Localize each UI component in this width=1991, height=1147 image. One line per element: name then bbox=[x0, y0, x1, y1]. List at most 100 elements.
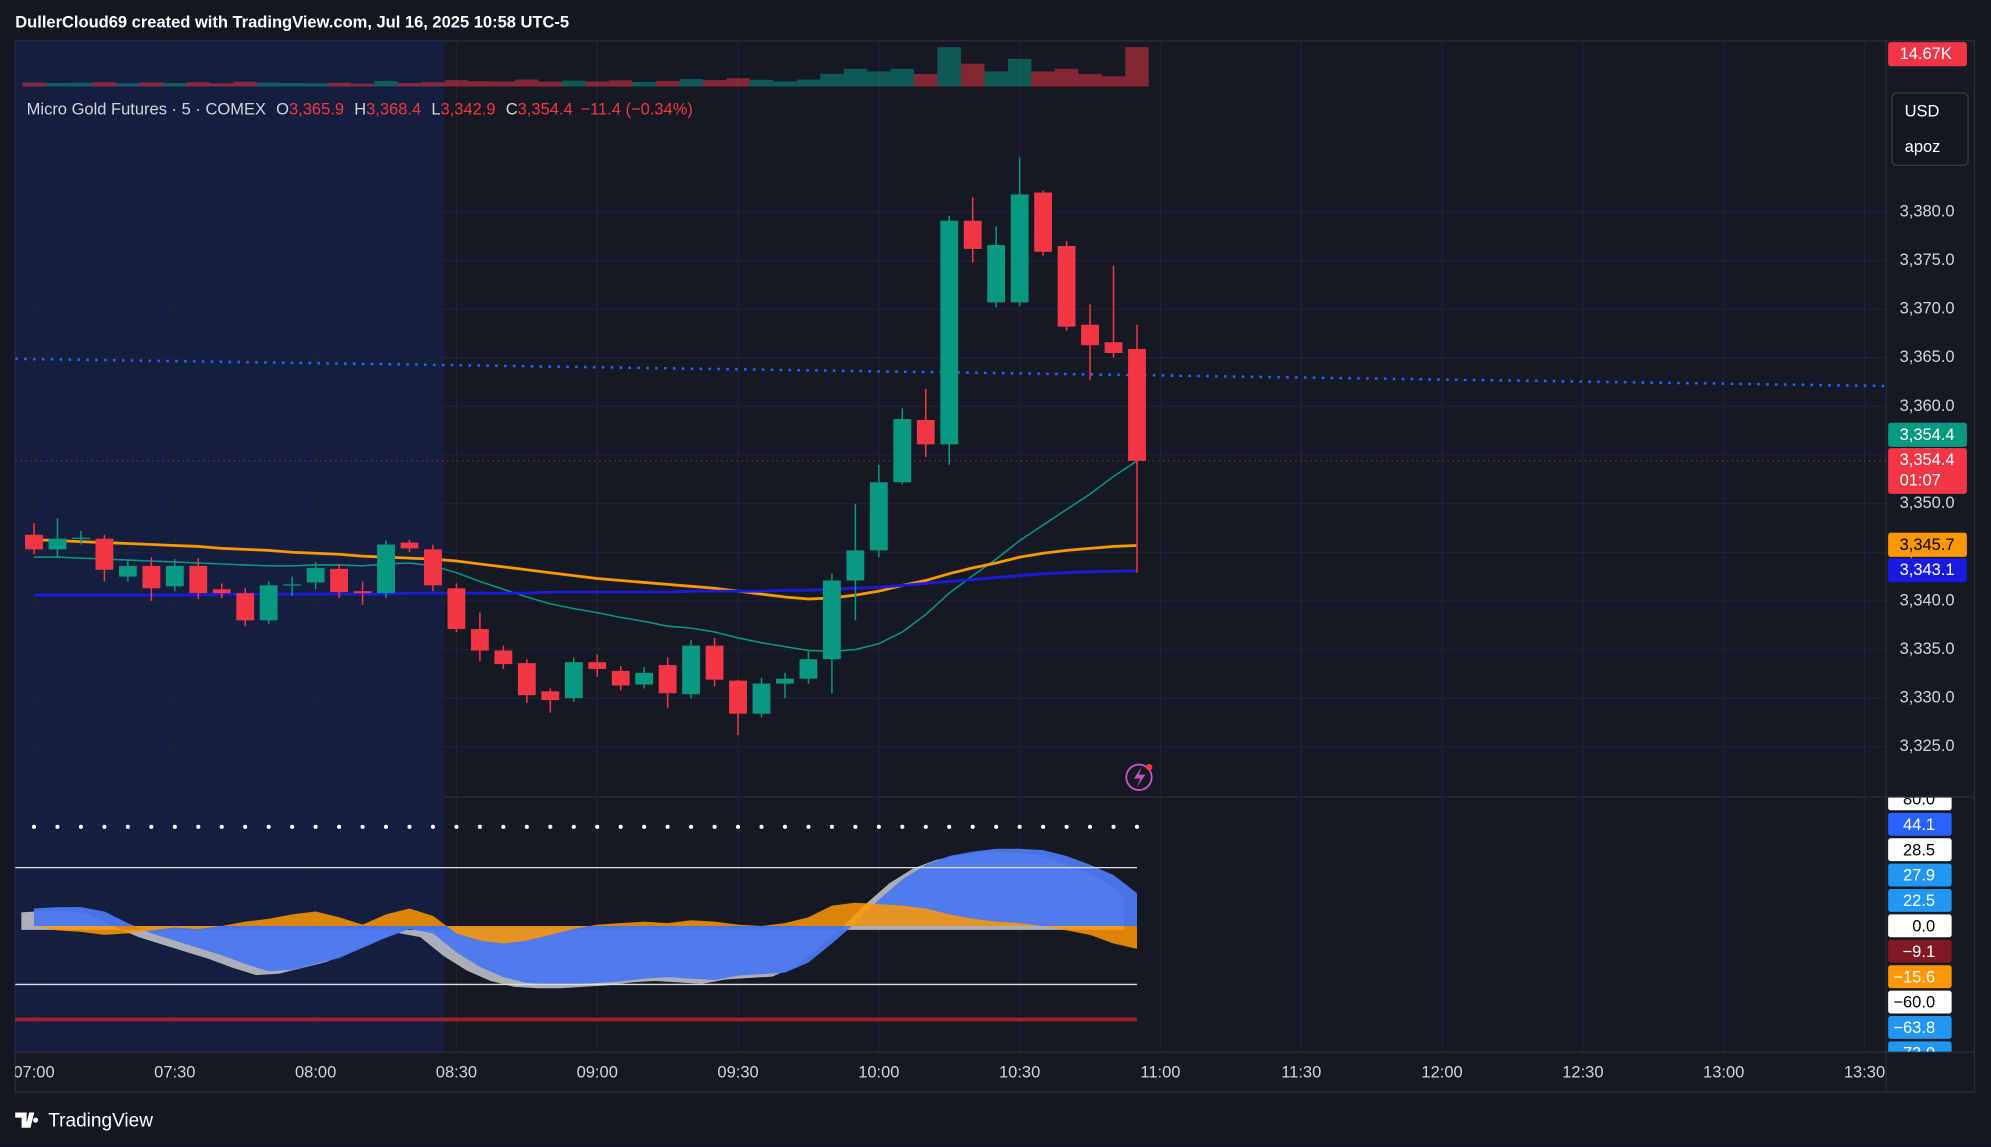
candle-body bbox=[400, 542, 419, 549]
signal-dot bbox=[149, 824, 154, 829]
volume-bar bbox=[515, 79, 539, 87]
signal-dot bbox=[477, 824, 482, 829]
volume-bar bbox=[749, 79, 774, 87]
logo-mark bbox=[15, 1112, 39, 1128]
volume-bar bbox=[350, 83, 375, 87]
signal-dot bbox=[782, 824, 788, 829]
currency[interactable]: USD bbox=[1905, 102, 1940, 120]
signal-dot bbox=[1017, 824, 1022, 829]
signal-dot bbox=[947, 824, 952, 829]
indicator-value-label: −63.8 bbox=[1893, 1019, 1935, 1037]
candle-body bbox=[940, 220, 959, 445]
signal-dot bbox=[829, 824, 834, 829]
candle-body bbox=[1104, 342, 1123, 353]
x-tick-label: 11:00 bbox=[1140, 1064, 1180, 1082]
signal-dot bbox=[360, 824, 365, 829]
candle-body bbox=[95, 538, 114, 570]
volume-bar bbox=[374, 80, 398, 87]
indicator-value-tag bbox=[1888, 797, 1952, 811]
y-tick-label: 3,375.0 bbox=[1900, 251, 1955, 269]
plot: 07:00 07:30 08:00 08:30 09:00 09:30 10:00 10:30… bbox=[15, 40, 1967, 1082]
moving-average bbox=[34, 569, 1138, 597]
volume-bar bbox=[937, 47, 961, 87]
currency-box[interactable] bbox=[1891, 92, 1969, 166]
candle-body bbox=[682, 645, 701, 695]
volume-bar bbox=[22, 82, 46, 87]
candle-body bbox=[424, 549, 442, 586]
volume-bar bbox=[491, 81, 516, 87]
signal-dot bbox=[1088, 824, 1093, 829]
volume-bar bbox=[69, 82, 93, 87]
volume-bar bbox=[45, 83, 70, 87]
moving-average bbox=[34, 460, 1138, 653]
signal-dot bbox=[712, 824, 717, 829]
signal-dot bbox=[125, 824, 130, 829]
price-tag bbox=[1888, 532, 1967, 557]
volume-bar bbox=[1007, 58, 1032, 87]
wave-area bbox=[34, 848, 1137, 985]
volume-bar bbox=[984, 71, 1008, 87]
indicator-value-label: 27.9 bbox=[1903, 867, 1935, 885]
volume-bar bbox=[1125, 47, 1149, 87]
symbol: Micro Gold Futures · 5 · COMEX bbox=[27, 101, 266, 119]
volume-bar bbox=[608, 80, 633, 87]
indicator-value-label: 44.1 bbox=[1903, 816, 1935, 834]
x-tick-label: 09:30 bbox=[717, 1064, 758, 1082]
candle-body bbox=[752, 683, 771, 714]
volume-bar bbox=[233, 81, 257, 87]
icon-dot[interactable] bbox=[1145, 763, 1153, 771]
indicator-value-label: −15.6 bbox=[1893, 968, 1935, 986]
price-tag bbox=[1888, 448, 1967, 494]
price-tag bbox=[1888, 422, 1967, 447]
candle-body bbox=[377, 544, 395, 594]
candle-body bbox=[846, 550, 865, 581]
candle-body bbox=[48, 538, 67, 550]
indicator-value-label: 28.5 bbox=[1903, 841, 1935, 859]
unit-label[interactable]: apoz bbox=[1905, 138, 1941, 156]
volume-tag bbox=[1888, 42, 1967, 67]
candle-body bbox=[564, 662, 583, 699]
signal-dot bbox=[806, 824, 811, 829]
indicator-value-tag bbox=[1888, 889, 1952, 912]
change: −11.4 (−0.34%) bbox=[580, 101, 693, 119]
ohlc-key: H bbox=[354, 101, 366, 119]
signal-dot bbox=[571, 824, 576, 829]
signal-dot bbox=[524, 824, 529, 829]
x-tick-label: 12:00 bbox=[1421, 1064, 1462, 1082]
candle-body bbox=[259, 585, 278, 621]
candle-body bbox=[963, 220, 982, 249]
volume-bar bbox=[960, 63, 985, 87]
signal-dot bbox=[689, 824, 694, 829]
volume-bar bbox=[585, 81, 609, 87]
volume-bar bbox=[397, 83, 422, 87]
signal-dot bbox=[266, 824, 271, 829]
candle-body bbox=[588, 662, 607, 669]
volume-bar bbox=[327, 82, 351, 87]
candle-body bbox=[705, 645, 724, 680]
lightning-icon[interactable] bbox=[1125, 763, 1153, 791]
ohlc-key: L bbox=[431, 101, 440, 119]
candle-body bbox=[776, 678, 794, 684]
price-tag-countdown: 01:07 bbox=[1900, 472, 1941, 490]
ohlc-key: C bbox=[506, 101, 518, 119]
indicator-value-tag bbox=[1888, 812, 1952, 836]
icon-ring[interactable] bbox=[1125, 763, 1153, 791]
volume-bar bbox=[256, 82, 281, 87]
premarket-session bbox=[15, 40, 445, 1052]
candle-body bbox=[72, 537, 90, 539]
y-tick-label: 3,380.0 bbox=[1900, 202, 1955, 220]
icon-bolt[interactable] bbox=[1133, 767, 1146, 788]
signal-dot bbox=[1041, 824, 1046, 829]
candle-body bbox=[893, 419, 912, 483]
signal-dot bbox=[243, 824, 248, 829]
indicator-value-label: 80.0 bbox=[1903, 791, 1935, 809]
x-tick-label: 09:00 bbox=[577, 1064, 618, 1082]
main-pane: 07:00 07:30 08:00 08:30 09:00 09:30 10:00 10:30… bbox=[15, 40, 1886, 1082]
signal-dot bbox=[290, 824, 295, 829]
candle-body bbox=[541, 691, 560, 701]
candle-body bbox=[283, 584, 302, 586]
volume-bar bbox=[1078, 73, 1102, 87]
indicator-value-label: −73.0 bbox=[1893, 1044, 1935, 1062]
candle-body bbox=[822, 580, 841, 660]
